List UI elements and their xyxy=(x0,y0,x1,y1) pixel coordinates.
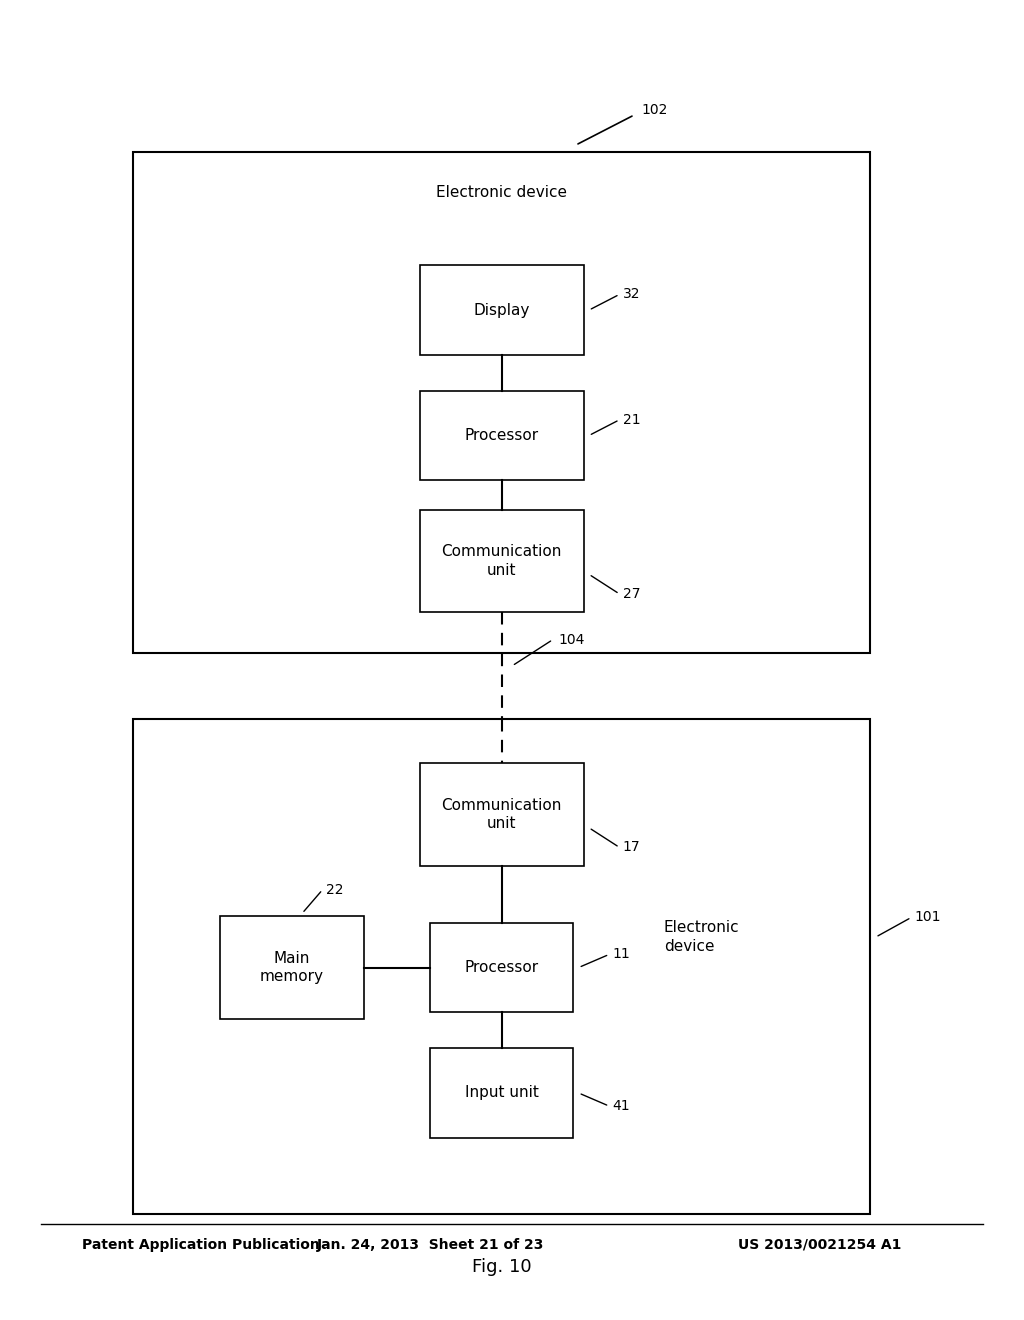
Text: 104: 104 xyxy=(558,632,585,647)
Text: 102: 102 xyxy=(642,103,669,116)
Text: Processor: Processor xyxy=(465,428,539,444)
Text: 21: 21 xyxy=(623,413,640,426)
Text: 41: 41 xyxy=(612,1100,630,1113)
Text: Electronic device: Electronic device xyxy=(436,185,567,199)
Bar xyxy=(133,719,870,1214)
Text: Communication
unit: Communication unit xyxy=(441,797,562,832)
FancyBboxPatch shape xyxy=(220,916,364,1019)
Text: Communication
unit: Communication unit xyxy=(441,544,562,578)
FancyBboxPatch shape xyxy=(420,265,584,355)
Text: 11: 11 xyxy=(612,948,630,961)
FancyBboxPatch shape xyxy=(420,763,584,866)
Text: Input unit: Input unit xyxy=(465,1085,539,1101)
FancyBboxPatch shape xyxy=(420,510,584,612)
FancyBboxPatch shape xyxy=(430,1048,573,1138)
Bar xyxy=(133,152,870,653)
Text: 101: 101 xyxy=(914,911,941,924)
Text: Fig. 10: Fig. 10 xyxy=(472,1258,531,1276)
Text: Processor: Processor xyxy=(465,960,539,975)
Text: Display: Display xyxy=(473,302,530,318)
Text: Jan. 24, 2013  Sheet 21 of 23: Jan. 24, 2013 Sheet 21 of 23 xyxy=(316,1238,544,1251)
Text: US 2013/0021254 A1: US 2013/0021254 A1 xyxy=(737,1238,901,1251)
Text: Electronic
device: Electronic device xyxy=(664,920,739,954)
Text: 22: 22 xyxy=(326,883,343,896)
Text: 32: 32 xyxy=(623,288,640,301)
FancyBboxPatch shape xyxy=(430,923,573,1012)
Text: 27: 27 xyxy=(623,587,640,601)
Text: Main
memory: Main memory xyxy=(260,950,324,985)
Text: 17: 17 xyxy=(623,841,640,854)
Text: Patent Application Publication: Patent Application Publication xyxy=(82,1238,319,1251)
FancyBboxPatch shape xyxy=(420,391,584,480)
